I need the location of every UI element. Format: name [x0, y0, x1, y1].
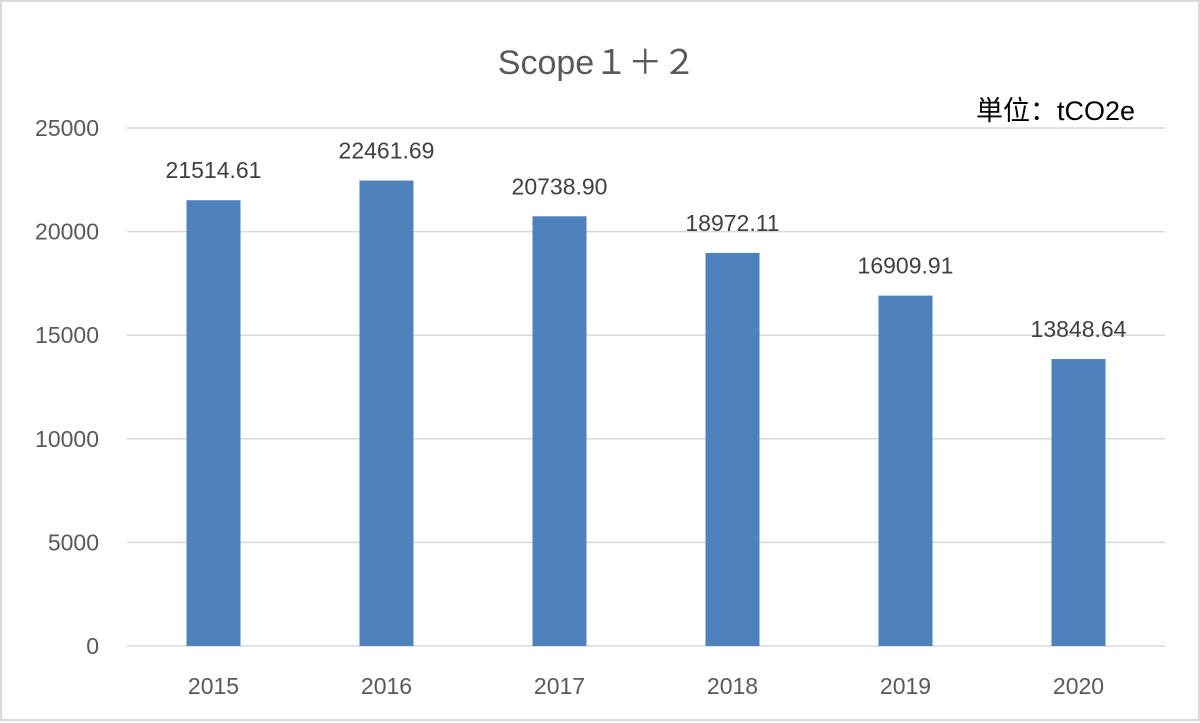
data-label: 16909.91 — [858, 253, 954, 279]
y-tick-label: 5000 — [48, 529, 99, 555]
x-tick-label: 2020 — [1053, 673, 1104, 699]
bar-2018 — [705, 252, 760, 646]
data-label: 13848.64 — [1031, 316, 1127, 342]
y-tick-label: 25000 — [35, 115, 99, 141]
data-label: 18972.11 — [685, 210, 779, 236]
y-tick-label: 15000 — [35, 322, 99, 348]
bar-2020 — [1051, 359, 1106, 646]
bar-2016 — [359, 180, 414, 646]
y-tick-label: 20000 — [35, 219, 99, 245]
y-tick-label: 10000 — [35, 426, 99, 452]
y-tick-label: 0 — [86, 633, 99, 659]
bar-2015 — [186, 200, 241, 646]
chart-title: Scope１＋２ — [498, 44, 696, 82]
data-label: 20738.90 — [512, 173, 608, 199]
data-label: 21514.61 — [166, 157, 262, 183]
x-tick-label: 2015 — [188, 673, 239, 699]
x-tick-label: 2019 — [880, 673, 931, 699]
x-tick-label: 2016 — [361, 673, 412, 699]
bar-2017 — [532, 216, 587, 647]
bar-2019 — [878, 295, 933, 646]
data-label: 22461.69 — [339, 138, 435, 164]
unit-label: 単位：tCO2e — [976, 96, 1135, 126]
x-tick-label: 2017 — [534, 673, 585, 699]
label-layer: 0 5000 10000 15000 20000 25000 21514.61 2015 224… — [35, 115, 1127, 699]
bar-layer — [186, 180, 1106, 647]
x-tick-label: 2018 — [707, 673, 758, 699]
grid-layer — [127, 127, 1165, 647]
